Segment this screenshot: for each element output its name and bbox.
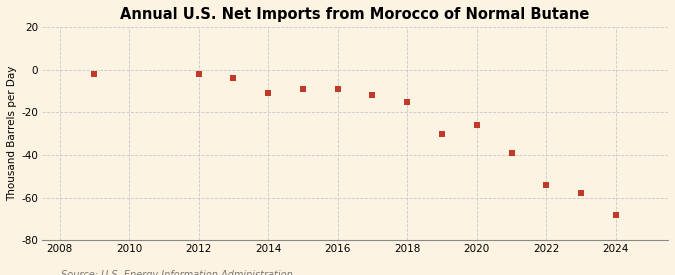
Point xyxy=(576,191,587,196)
Y-axis label: Thousand Barrels per Day: Thousand Barrels per Day xyxy=(7,66,17,201)
Text: Source: U.S. Energy Information Administration: Source: U.S. Energy Information Administ… xyxy=(61,271,292,275)
Point xyxy=(332,87,343,91)
Point xyxy=(437,131,448,136)
Point xyxy=(89,72,100,76)
Title: Annual U.S. Net Imports from Morocco of Normal Butane: Annual U.S. Net Imports from Morocco of … xyxy=(120,7,590,22)
Point xyxy=(367,93,378,98)
Point xyxy=(263,91,273,95)
Point xyxy=(541,183,551,187)
Point xyxy=(298,87,308,91)
Point xyxy=(402,100,412,104)
Point xyxy=(471,123,482,127)
Point xyxy=(506,151,517,155)
Point xyxy=(610,212,621,217)
Point xyxy=(193,72,204,76)
Point xyxy=(228,76,239,81)
